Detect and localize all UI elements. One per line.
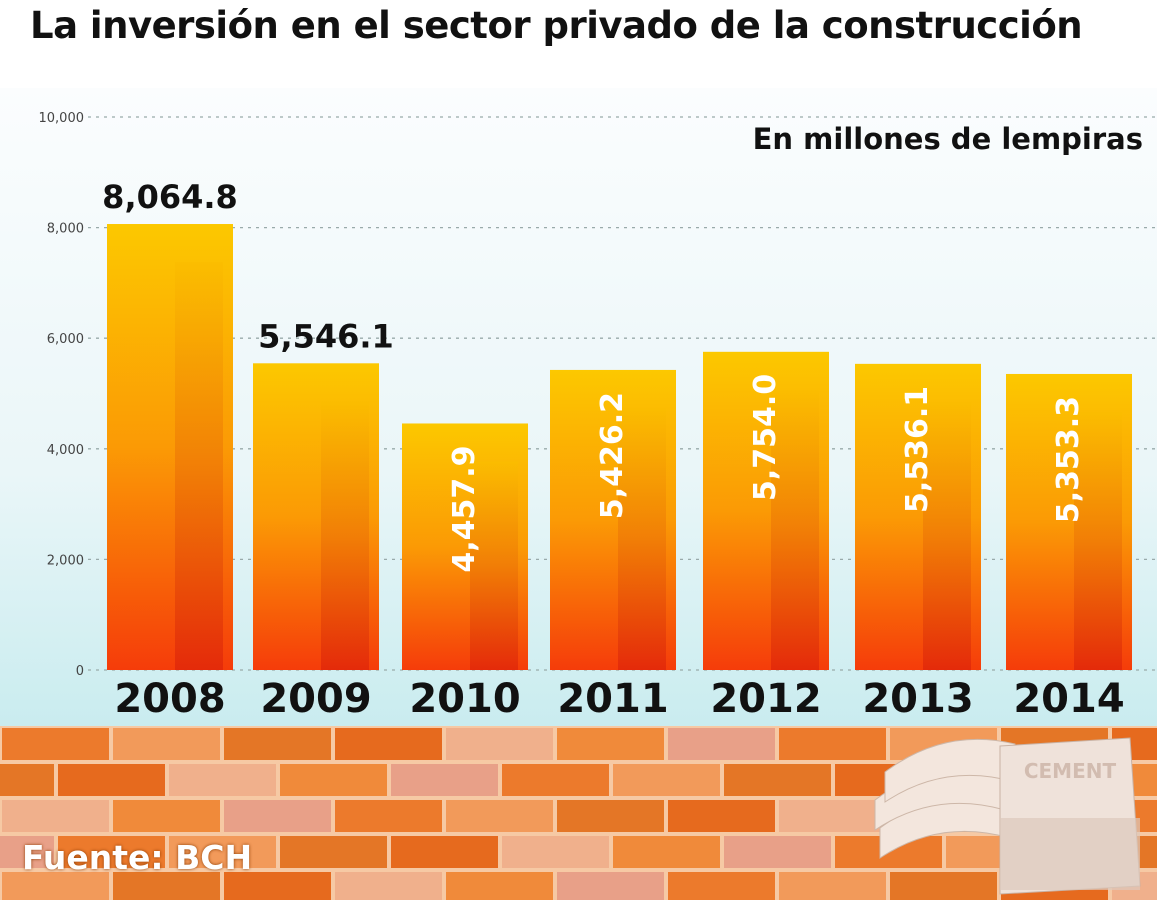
brick bbox=[58, 764, 165, 796]
brick bbox=[280, 764, 387, 796]
bar-shade bbox=[771, 389, 819, 670]
data-label: 4,457.9 bbox=[447, 445, 482, 572]
brick bbox=[391, 836, 498, 868]
brick bbox=[335, 800, 442, 832]
x-tick-label: 2010 bbox=[409, 676, 520, 722]
brick bbox=[113, 800, 220, 832]
brick bbox=[668, 800, 775, 832]
source-note: Fuente: BCH bbox=[22, 838, 253, 877]
x-tick-label: 2009 bbox=[260, 676, 371, 722]
brick bbox=[779, 728, 886, 760]
brick bbox=[502, 764, 609, 796]
data-label: 5,754.0 bbox=[748, 374, 783, 501]
brick bbox=[0, 764, 54, 796]
unit-label: En millones de lempiras bbox=[752, 122, 1143, 156]
brick bbox=[58, 836, 165, 868]
brick bbox=[224, 728, 331, 760]
brick bbox=[890, 872, 997, 900]
brick bbox=[446, 800, 553, 832]
x-tick-label: 2012 bbox=[710, 676, 821, 722]
bar-shade bbox=[923, 401, 971, 670]
brick bbox=[2, 800, 109, 832]
brick bbox=[502, 836, 609, 868]
bar-2012 bbox=[703, 351, 829, 670]
brick bbox=[113, 872, 220, 900]
y-tick-label: 10,000 bbox=[39, 111, 85, 126]
brick bbox=[2, 728, 109, 760]
brick bbox=[724, 836, 831, 868]
bar-shade bbox=[618, 407, 666, 670]
data-label: 5,426.2 bbox=[595, 392, 630, 519]
brick bbox=[0, 836, 54, 868]
bar-2011 bbox=[550, 369, 676, 670]
brick bbox=[557, 728, 664, 760]
x-tick-label: 2011 bbox=[557, 676, 668, 722]
brick bbox=[668, 728, 775, 760]
brick bbox=[668, 872, 775, 900]
bar-shade bbox=[321, 401, 369, 670]
bar-2008 bbox=[107, 224, 233, 671]
brick bbox=[779, 872, 886, 900]
brick bbox=[335, 728, 442, 760]
data-label: 5,353.3 bbox=[1051, 396, 1086, 523]
brick bbox=[446, 728, 553, 760]
brick bbox=[779, 800, 886, 832]
data-label: 5,536.1 bbox=[900, 386, 935, 513]
brick bbox=[169, 764, 276, 796]
y-tick-label: 8,000 bbox=[47, 222, 84, 237]
brick bbox=[446, 872, 553, 900]
brick bbox=[557, 872, 664, 900]
bar-2010 bbox=[402, 423, 528, 670]
brick bbox=[280, 836, 387, 868]
x-tick-label: 2013 bbox=[862, 676, 973, 722]
bar-2009 bbox=[253, 363, 379, 670]
brick bbox=[391, 764, 498, 796]
brick bbox=[613, 836, 720, 868]
x-tick-label: 2008 bbox=[114, 676, 225, 722]
bar-2014 bbox=[1006, 373, 1132, 670]
y-tick-label: 6,000 bbox=[47, 332, 84, 347]
y-tick-label: 4,000 bbox=[47, 443, 84, 458]
brick bbox=[2, 872, 109, 900]
brick bbox=[335, 872, 442, 900]
chart-title: La inversión en el sector privado de la … bbox=[30, 4, 1083, 47]
data-label: 8,064.8 bbox=[102, 178, 238, 216]
brick bbox=[613, 764, 720, 796]
brick bbox=[224, 872, 331, 900]
brick bbox=[169, 836, 276, 868]
bar-shade bbox=[470, 461, 518, 670]
y-tick-label: 0 bbox=[76, 664, 84, 679]
cement-bags-illustration: CEMENT bbox=[874, 737, 1141, 895]
brick bbox=[113, 728, 220, 760]
brick bbox=[724, 764, 831, 796]
bar-shade bbox=[1074, 411, 1122, 670]
x-tick-label: 2014 bbox=[1013, 676, 1124, 722]
bar-2013 bbox=[855, 363, 981, 670]
bar-chart: 0 2,000 4,000 6,000 8,000 10,000 2008 8,064.8 20… bbox=[39, 111, 1157, 722]
brick-wall-illustration: CEMENT bbox=[0, 726, 1157, 900]
brick bbox=[557, 800, 664, 832]
cement-text: CEMENT bbox=[1024, 759, 1117, 783]
y-tick-label: 2,000 bbox=[47, 553, 84, 568]
data-label: 5,546.1 bbox=[258, 317, 394, 355]
bar-shade bbox=[175, 262, 223, 670]
brick bbox=[224, 800, 331, 832]
